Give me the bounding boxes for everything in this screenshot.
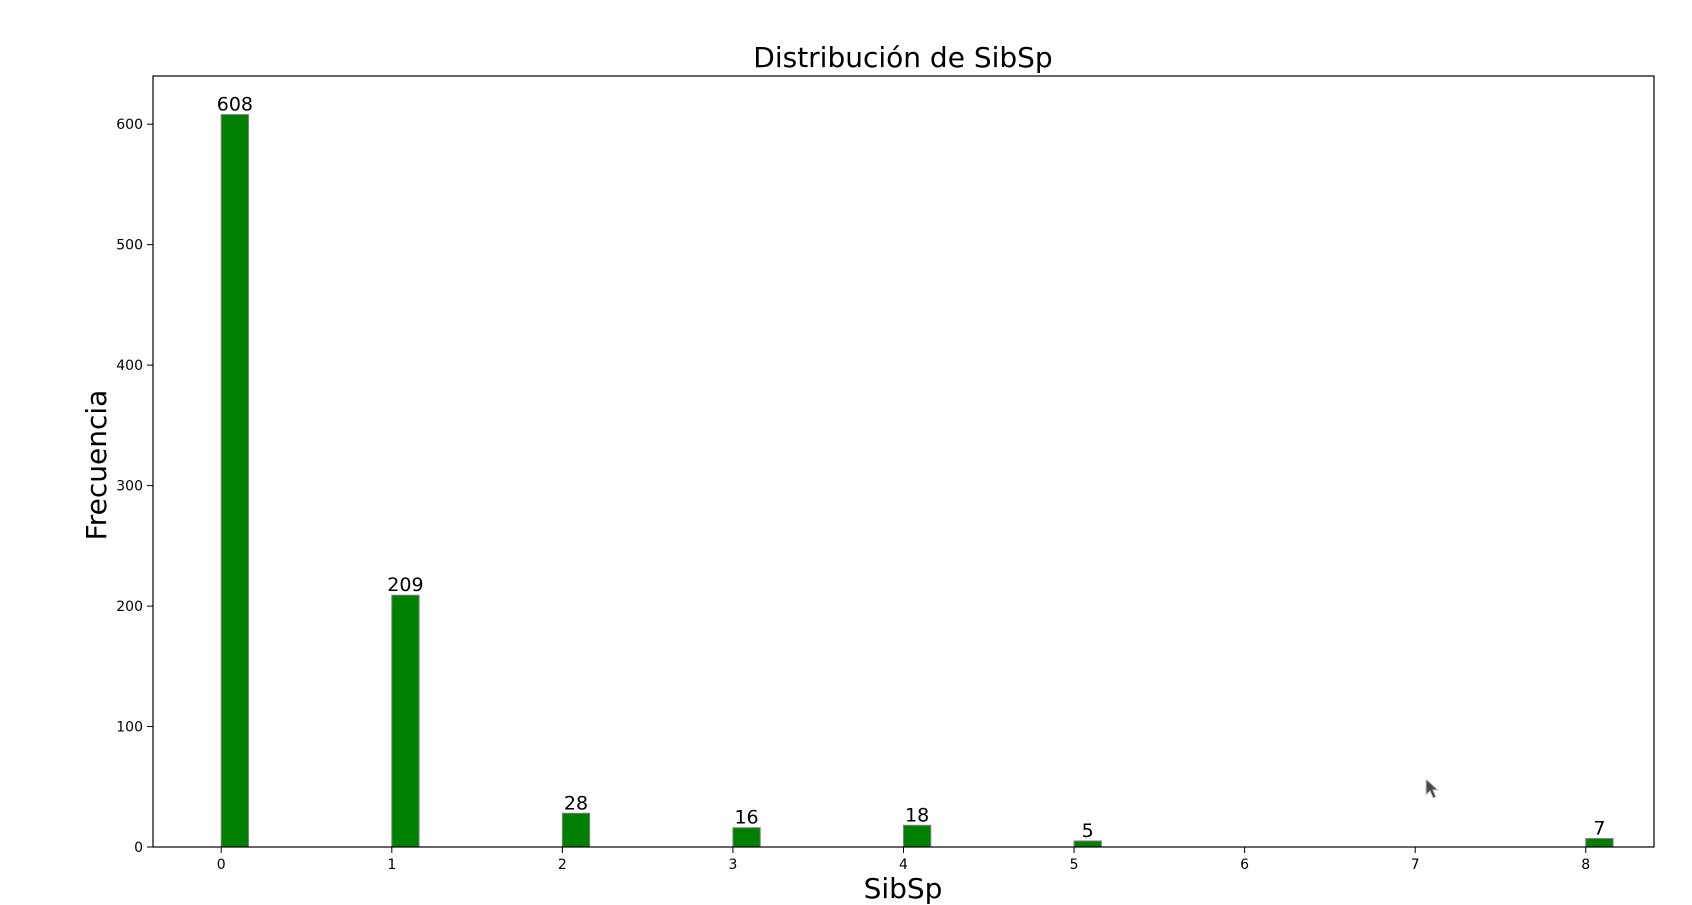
x-tick-label: 5 xyxy=(1070,857,1079,873)
bar-sibsp-0 xyxy=(220,114,250,848)
bar-value-label: 5 xyxy=(1082,820,1094,842)
bar-sibsp-4 xyxy=(903,824,932,848)
bar-value-label: 28 xyxy=(564,792,588,814)
x-tick-label: 4 xyxy=(899,857,908,873)
chart-title: Distribución de SibSp xyxy=(753,41,1052,74)
x-axis-ticks: 0 1 2 3 4 5 6 7 8 xyxy=(217,847,1590,873)
bar-value-label: 16 xyxy=(734,807,758,829)
bars xyxy=(220,114,1614,848)
x-tick-label: 8 xyxy=(1581,857,1590,873)
y-tick-label: 100 xyxy=(116,720,143,736)
mouse-cursor-icon xyxy=(1425,778,1440,799)
y-tick-label: 300 xyxy=(116,479,143,495)
bar-sibsp-8 xyxy=(1585,838,1614,848)
bar-sibsp-2 xyxy=(561,812,591,848)
y-tick-label: 500 xyxy=(116,238,143,254)
x-tick-label: 3 xyxy=(728,857,737,873)
bar-value-label: 209 xyxy=(387,574,423,596)
x-tick-label: 2 xyxy=(558,857,567,873)
y-axis-ticks: 0 100 200 300 400 500 600 xyxy=(116,117,153,856)
y-tick-label: 400 xyxy=(116,358,143,374)
x-tick-label: 0 xyxy=(217,857,226,873)
y-tick-label: 600 xyxy=(116,117,143,133)
y-axis-label: Frecuencia xyxy=(80,390,113,541)
y-tick-label: 200 xyxy=(116,599,143,615)
x-tick-label: 1 xyxy=(387,857,396,873)
bar-sibsp-3 xyxy=(732,827,761,848)
x-axis-label: SibSp xyxy=(864,872,943,905)
bar-value-label: 608 xyxy=(217,94,253,116)
bar-value-label: 18 xyxy=(905,804,929,826)
x-tick-label: 7 xyxy=(1411,857,1420,873)
plot-frame xyxy=(152,75,1655,848)
y-tick-label: 0 xyxy=(134,840,143,856)
bar-value-label: 7 xyxy=(1593,818,1605,840)
bar-value-labels: 608 209 28 16 18 5 7 xyxy=(217,94,1606,842)
bar-sibsp-1 xyxy=(391,594,420,848)
x-tick-label: 6 xyxy=(1240,857,1249,873)
